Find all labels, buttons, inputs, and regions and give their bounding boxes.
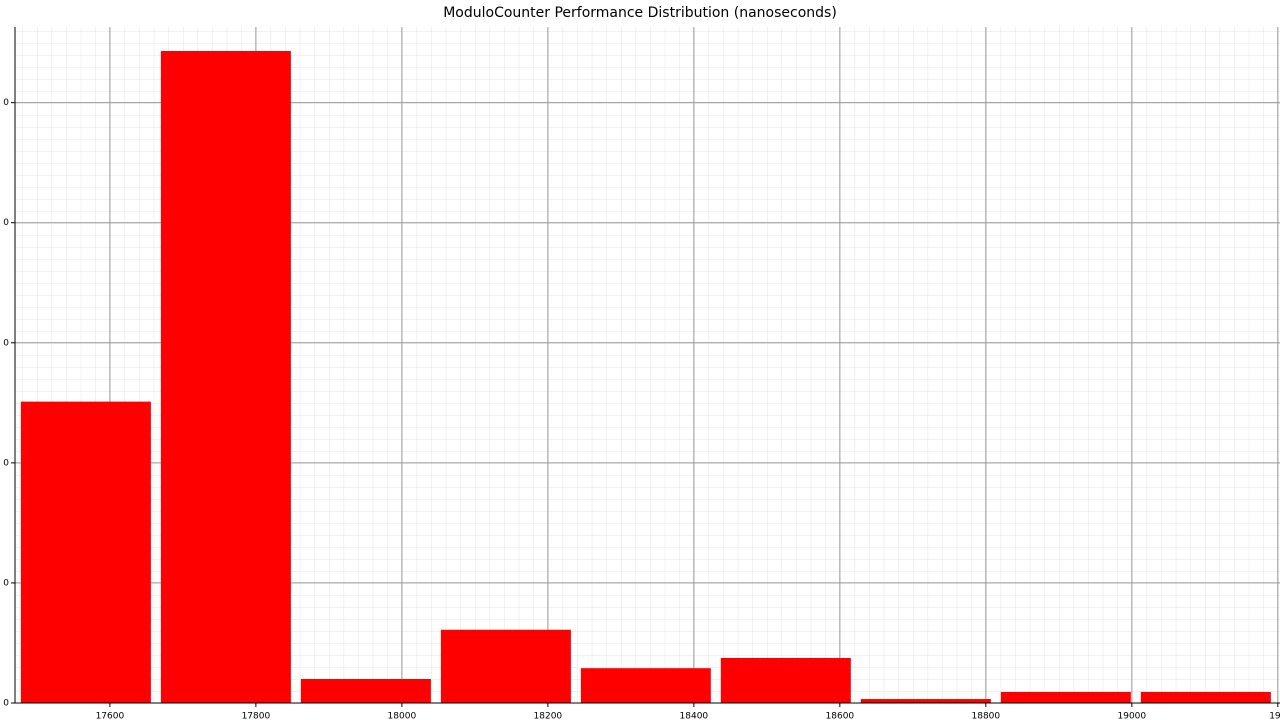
bar [1000, 691, 1131, 703]
bar [1140, 691, 1271, 703]
x-tick-label: 18600 [826, 712, 855, 720]
chart-title: ModuloCounter Performance Distribution (… [443, 5, 837, 21]
x-tick-label: 17600 [96, 712, 125, 720]
y-tick-label: 0 [3, 98, 9, 108]
bar [160, 51, 291, 703]
x-tick-label: 17800 [242, 712, 271, 720]
x-tick-label: 192 [1269, 712, 1280, 720]
x-tick-label: 18200 [534, 712, 563, 720]
y-tick-label: 0 [3, 699, 9, 709]
bar [860, 699, 991, 703]
bar [720, 657, 851, 703]
bar [20, 401, 151, 703]
x-tick-label: 18400 [680, 712, 709, 720]
x-tick-label: 18800 [972, 712, 1001, 720]
bar [440, 629, 571, 703]
y-tick-label: 0 [3, 338, 9, 348]
y-tick-label: 0 [3, 578, 9, 588]
x-tick-label: 18000 [388, 712, 417, 720]
y-tick-label: 0 [3, 218, 9, 228]
bar [580, 668, 711, 703]
y-tick-label: 0 [3, 458, 9, 468]
bar [300, 678, 431, 703]
x-tick-label: 19000 [1118, 712, 1147, 720]
